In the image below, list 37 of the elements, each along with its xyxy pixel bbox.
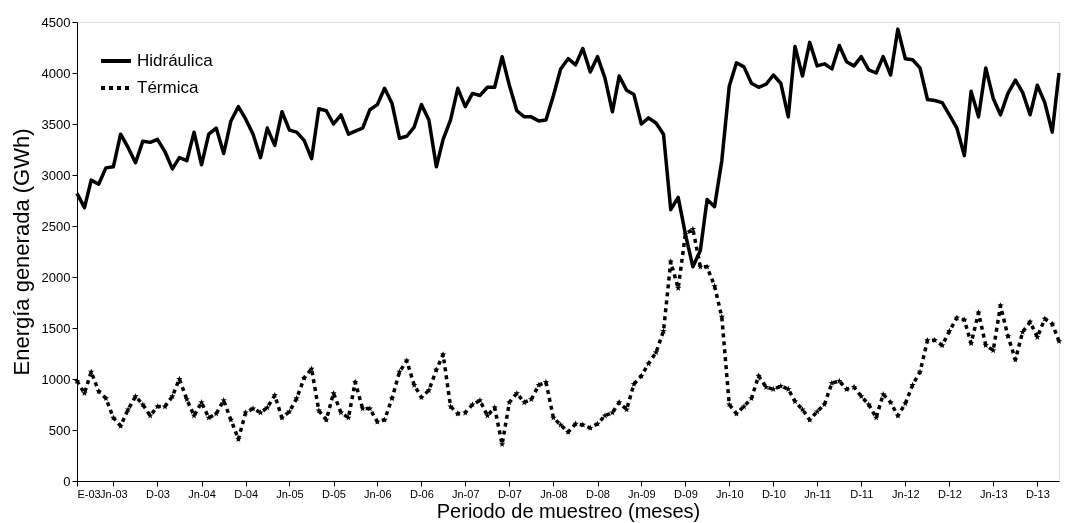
- x-tick-label: Jn-08: [540, 487, 568, 500]
- x-tick-label: D-11: [850, 487, 874, 500]
- x-tick-label: Jn-11: [804, 487, 832, 500]
- y-axis-title: Energía generada (GWh): [8, 128, 34, 376]
- x-tick-label: E-03: [77, 487, 101, 500]
- x-tick-label: D-08: [586, 487, 610, 500]
- x-tick-label: D-09: [674, 487, 698, 500]
- x-tick-label: Jn-13: [979, 487, 1008, 500]
- x-tick-label: Jn-04: [188, 487, 216, 500]
- x-tick-label: D-05: [322, 487, 346, 500]
- x-tick-label: Jn-06: [364, 487, 392, 500]
- x-tick-label: Jn-03: [100, 487, 128, 500]
- y-tick-label: 3000: [41, 167, 71, 183]
- x-tick-label: Jn-12: [892, 487, 920, 500]
- y-tick-label: 1500: [41, 320, 71, 336]
- y-tick-label: 1000: [41, 371, 71, 387]
- x-tick-label: D-06: [410, 487, 434, 500]
- y-tick-label: 2000: [41, 269, 71, 285]
- x-tick-label: Jn-07: [452, 487, 480, 500]
- y-tick-label: 4500: [41, 14, 71, 30]
- x-axis-title: Periodo de muestreo (meses): [436, 499, 701, 522]
- y-tick-label: 500: [48, 422, 71, 438]
- legend-label: Térmica: [137, 78, 199, 97]
- y-tick-label: 2500: [41, 218, 71, 234]
- x-tick-label: Jn-09: [628, 487, 656, 500]
- y-tick-label: 4000: [41, 65, 71, 81]
- x-tick-label: Jn-10: [715, 487, 744, 500]
- x-tick-label: D-10: [761, 487, 786, 500]
- x-tick-label: D-12: [937, 487, 962, 500]
- x-tick-label: D-04: [234, 487, 259, 500]
- x-tick-label: D-07: [497, 487, 522, 500]
- x-tick-label: D-03: [146, 487, 170, 500]
- x-tick-label: D-13: [1025, 487, 1050, 500]
- y-tick-label: 0: [63, 473, 71, 489]
- legend-label: Hidráulica: [137, 51, 214, 70]
- y-tick-label: 3500: [41, 116, 71, 132]
- x-tick-label: Jn-05: [276, 487, 304, 500]
